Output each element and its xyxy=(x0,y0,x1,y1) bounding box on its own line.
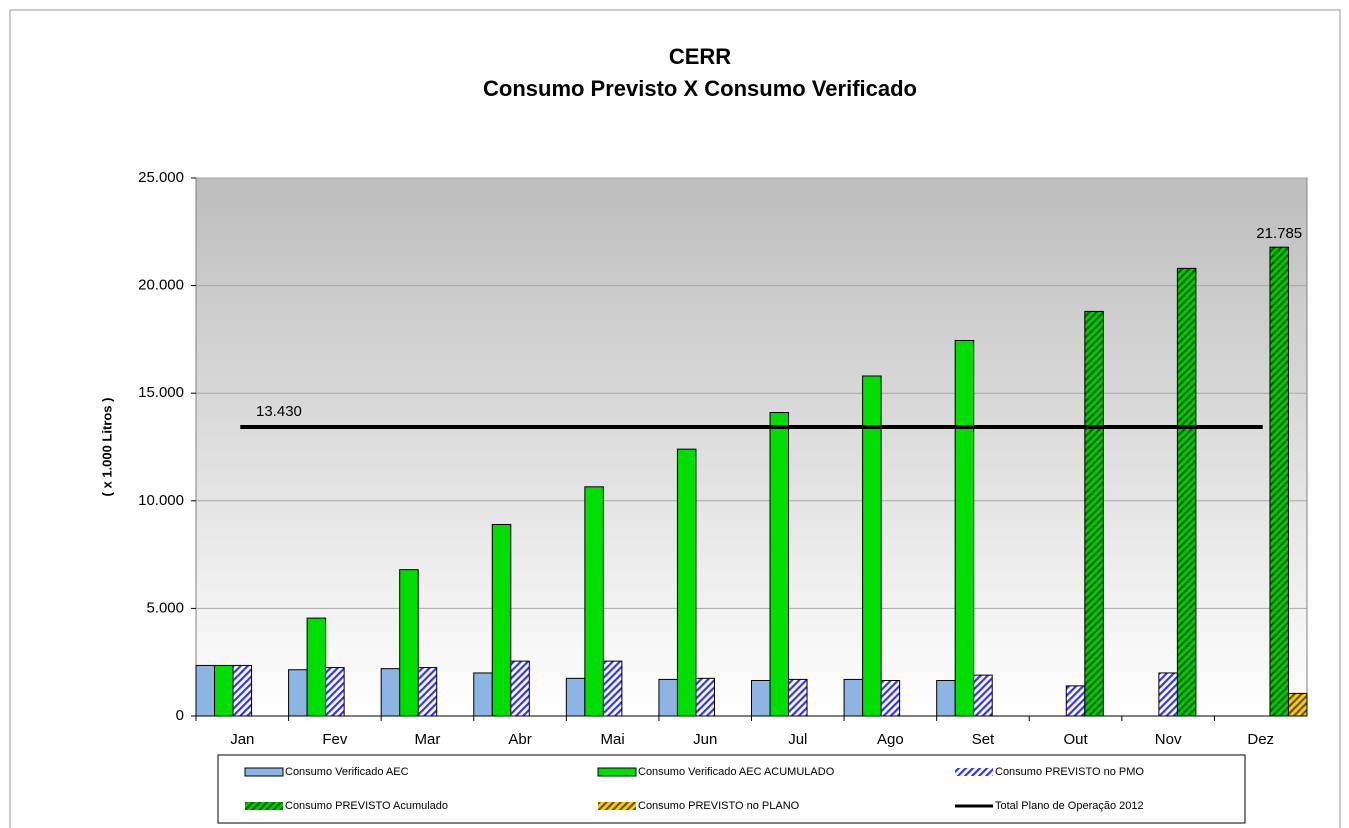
bar xyxy=(1176,267,1197,717)
legend-label: Total Plano de Operação 2012 xyxy=(995,800,1144,812)
y-tick-label: 0 xyxy=(176,707,184,724)
legend-swatch xyxy=(244,767,284,777)
bar xyxy=(1158,672,1178,717)
legend-label: Consumo Verificado AEC xyxy=(285,766,409,778)
x-tick-label: Abr xyxy=(508,731,531,748)
y-tick-label: 20.000 xyxy=(138,277,184,294)
y-tick-label: 10.000 xyxy=(138,492,184,509)
bar xyxy=(751,679,771,717)
bar xyxy=(417,667,438,717)
legend-swatch xyxy=(955,768,993,776)
bar xyxy=(306,617,327,717)
bar xyxy=(1084,310,1104,717)
bar xyxy=(232,664,253,717)
x-tick-label: Mai xyxy=(601,731,625,748)
bar xyxy=(325,667,345,717)
bar xyxy=(862,375,882,717)
bar xyxy=(973,674,993,717)
chart-subtitle: Consumo Previsto X Consumo Verificado xyxy=(483,76,917,101)
bar xyxy=(288,669,308,717)
bar xyxy=(399,569,419,717)
legend-swatch xyxy=(598,802,636,810)
bar xyxy=(954,339,975,717)
bar xyxy=(695,677,715,717)
bar xyxy=(510,660,530,717)
legend-label: Consumo PREVISTO Acumulado xyxy=(285,800,448,812)
bar xyxy=(491,523,512,717)
bar xyxy=(565,677,586,717)
legend-swatch xyxy=(245,802,283,810)
x-tick-label: Set xyxy=(972,731,995,748)
bar xyxy=(473,672,493,717)
chart-title: CERR xyxy=(669,44,731,69)
legend-label: Consumo Verificado AEC ACUMULADO xyxy=(638,766,835,778)
x-tick-label: Ago xyxy=(877,731,904,748)
x-tick-label: Mar xyxy=(415,731,441,748)
bar xyxy=(1287,692,1308,717)
bar xyxy=(936,679,956,717)
x-tick-label: Out xyxy=(1063,731,1088,748)
bar xyxy=(1269,246,1289,717)
bar xyxy=(788,678,808,717)
y-tick-label: 5.000 xyxy=(146,599,184,616)
y-axis-label: ( x 1.000 Litros ) xyxy=(99,398,114,497)
reference-label: 13.430 xyxy=(256,403,302,420)
x-tick-label: Fev xyxy=(322,731,348,748)
x-tick-label: Jun xyxy=(693,731,717,748)
x-tick-label: Jan xyxy=(230,731,254,748)
bar xyxy=(602,660,623,717)
bar xyxy=(380,668,401,717)
legend-swatch xyxy=(597,767,637,777)
x-tick-label: Nov xyxy=(1155,731,1182,748)
bar xyxy=(195,664,216,717)
x-tick-label: Dez xyxy=(1247,731,1274,748)
x-tick-label: Jul xyxy=(788,731,807,748)
legend-label: Consumo PREVISTO no PMO xyxy=(995,766,1144,778)
legend-label: Consumo PREVISTO no PLANO xyxy=(638,800,800,812)
bar xyxy=(880,679,901,717)
bar xyxy=(658,678,678,717)
y-tick-label: 25.000 xyxy=(138,169,184,186)
legend xyxy=(217,754,1246,824)
bar xyxy=(843,678,864,717)
bar xyxy=(769,412,790,717)
bar xyxy=(1065,685,1086,717)
y-tick-label: 15.000 xyxy=(138,384,184,401)
bar xyxy=(214,664,234,717)
bar xyxy=(676,448,697,717)
data-label: 21.785 xyxy=(1256,225,1302,242)
bar xyxy=(584,486,604,717)
plot-area xyxy=(195,177,1308,717)
